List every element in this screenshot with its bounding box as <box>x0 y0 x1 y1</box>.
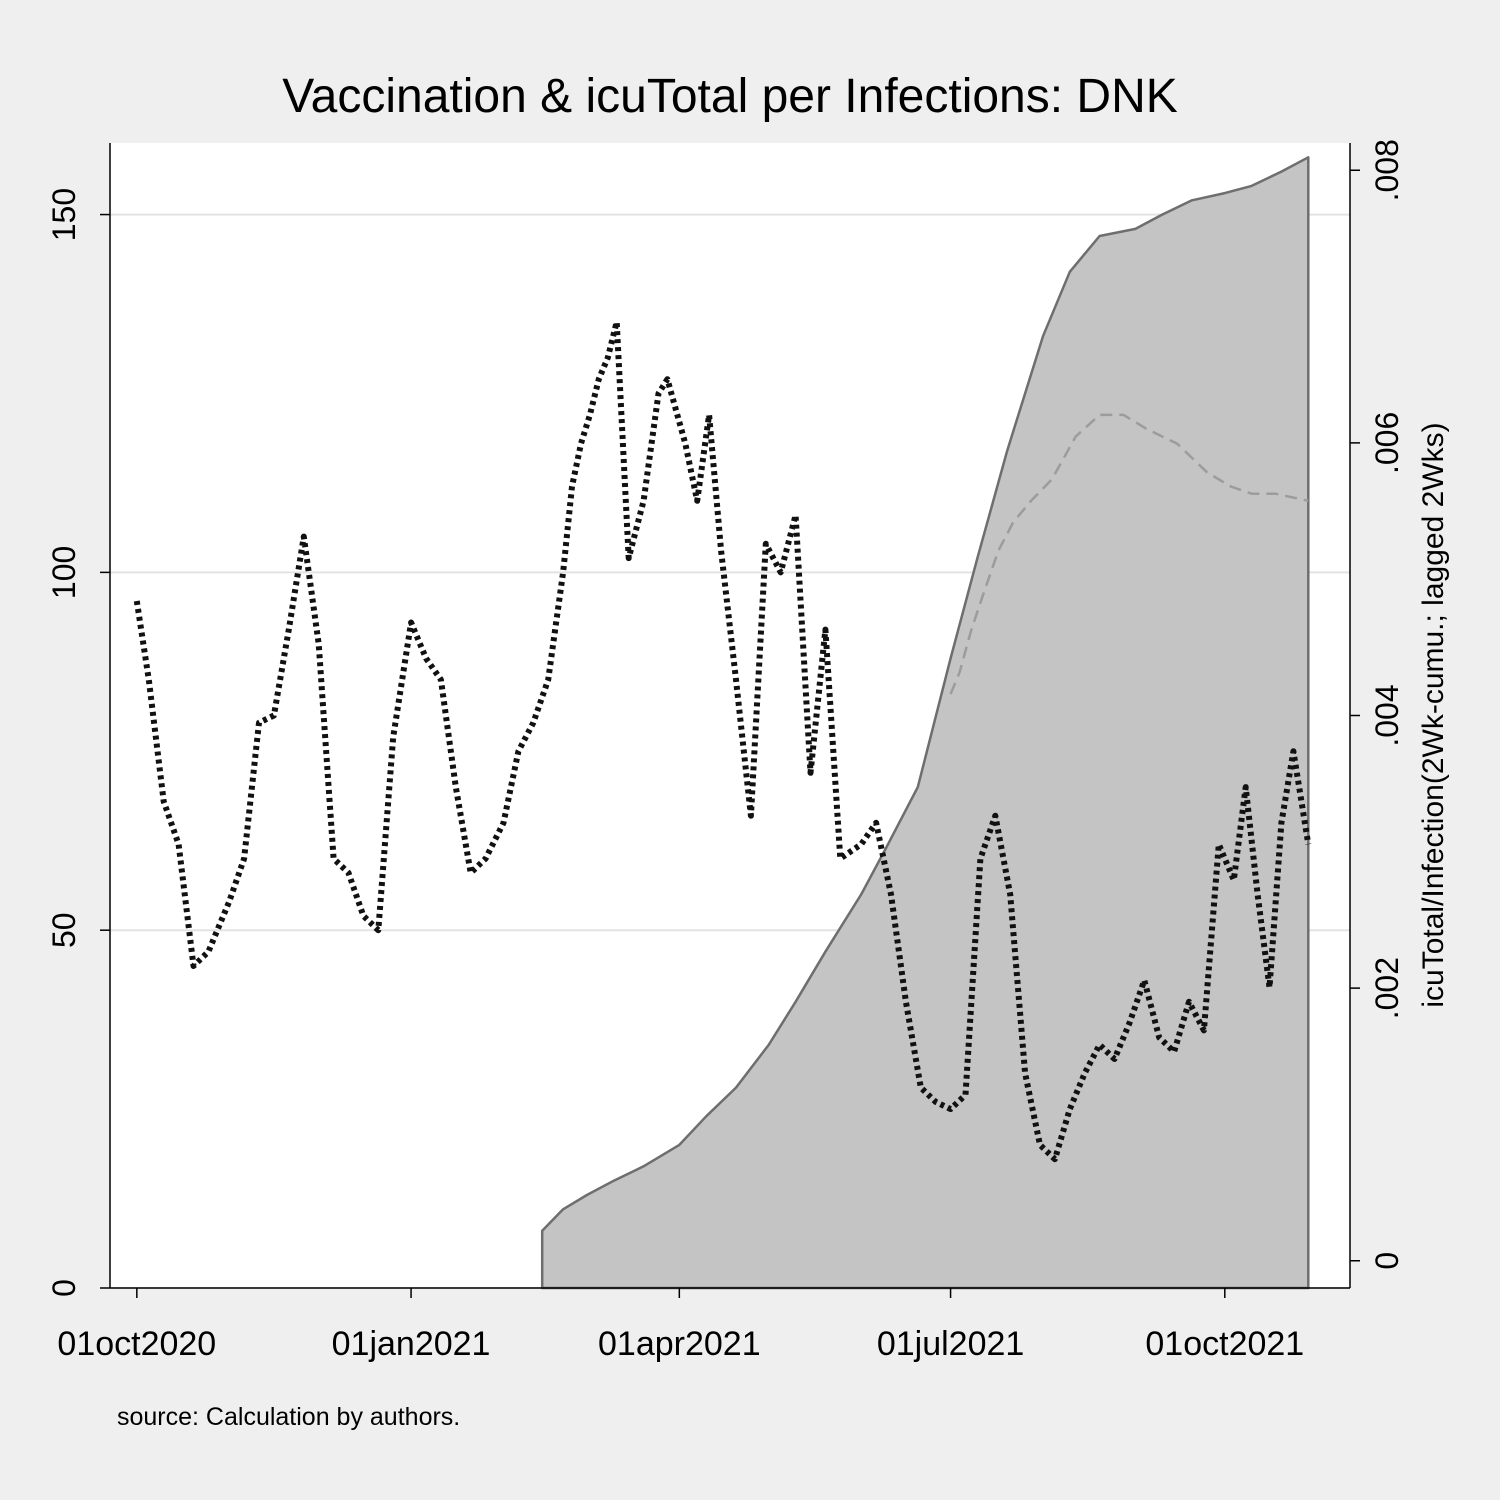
source-note: source: Calculation by authors. <box>117 1403 460 1431</box>
y-left-tick-label: 0 <box>46 1279 82 1297</box>
x-tick-label: 01apr2021 <box>598 1325 761 1363</box>
y-left-tick-label: 100 <box>46 546 82 599</box>
y-right-tick-label: .008 <box>1369 139 1405 201</box>
y-right-tick-label: 0 <box>1369 1252 1405 1270</box>
chart-title: Vaccination & icuTotal per Infections: D… <box>282 70 1178 123</box>
ticks: 0 50 100 150 0 .002 .004 .006 .008 01oct2020 01jan… <box>46 139 1405 1363</box>
dotted-series <box>133 318 1312 1163</box>
y-left-tick-label: 150 <box>46 188 82 241</box>
series-layer <box>133 156 1312 1290</box>
x-tick-label: 01jul2021 <box>877 1325 1024 1363</box>
x-tick-label: 01oct2020 <box>57 1325 216 1363</box>
area-series <box>540 156 1310 1290</box>
y-right-tick-label: .004 <box>1369 684 1405 746</box>
x-tick-label: 01oct2021 <box>1145 1325 1304 1363</box>
y-left-tick-label: 50 <box>46 912 82 948</box>
x-tick-label: 01jan2021 <box>332 1325 491 1363</box>
y-right-tick-label: .006 <box>1369 412 1405 474</box>
dashed-series <box>949 413 1309 695</box>
right-axis-title: icuTotal/Infection(2Wk-cumu.; lagged 2Wk… <box>1417 422 1450 1007</box>
y-right-tick-label: .002 <box>1369 957 1405 1019</box>
